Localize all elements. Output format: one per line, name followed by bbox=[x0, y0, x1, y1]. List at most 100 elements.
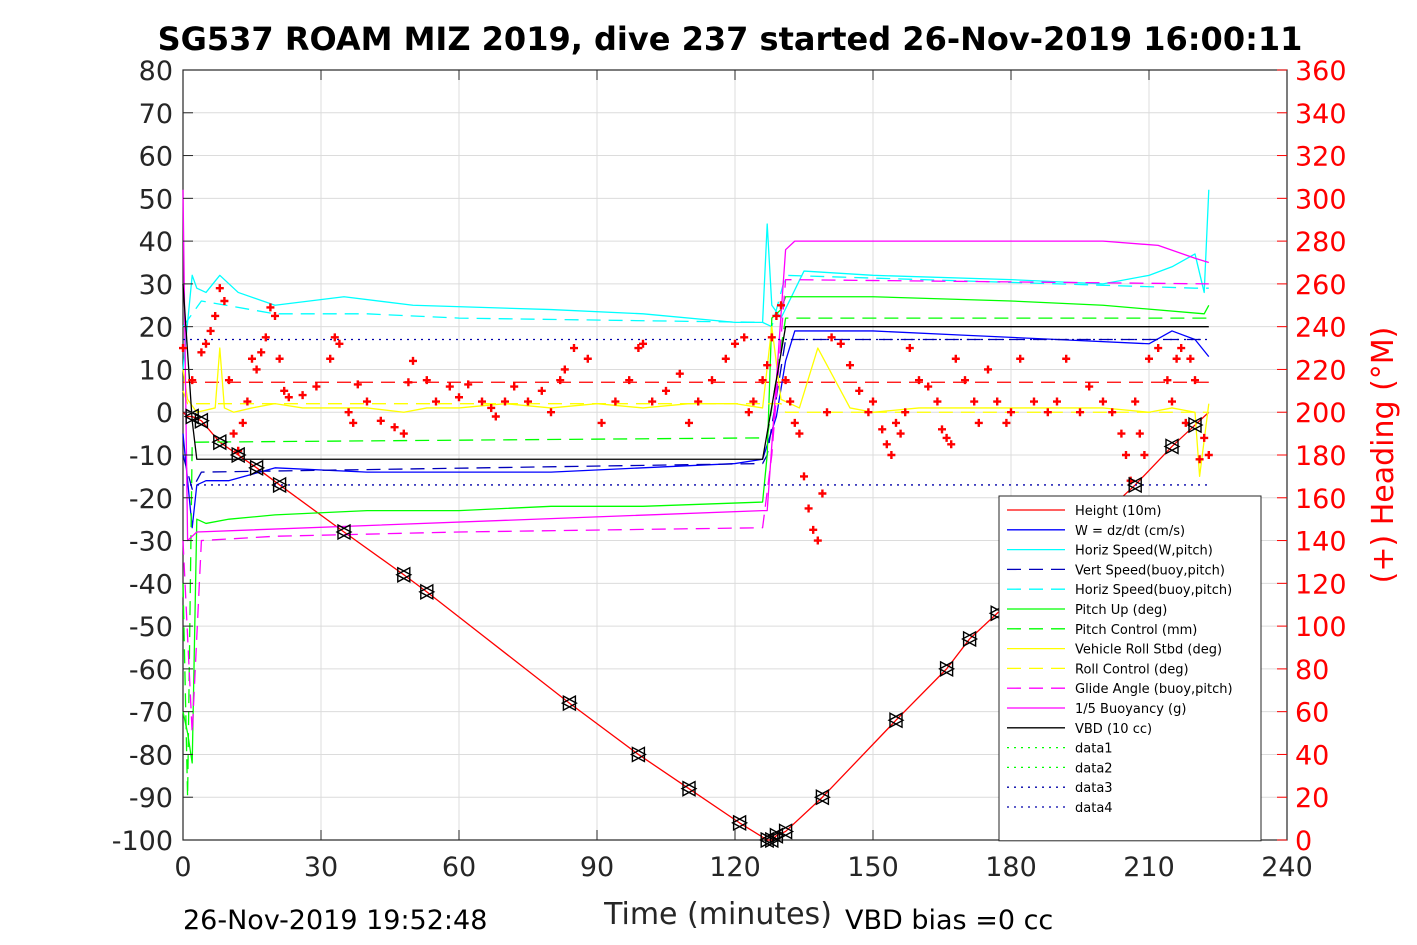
heading-point bbox=[827, 333, 836, 342]
heading-point bbox=[560, 365, 569, 374]
heading-point bbox=[662, 386, 670, 395]
x-tick-label: 180 bbox=[985, 852, 1037, 883]
heading-point bbox=[951, 354, 960, 363]
right-tick-label: 0 bbox=[1295, 826, 1312, 857]
height-marker bbox=[229, 446, 245, 464]
heading-point bbox=[597, 418, 606, 427]
heading-point bbox=[330, 333, 339, 342]
height-marker bbox=[1163, 438, 1179, 455]
heading-point bbox=[390, 423, 399, 432]
heading-point bbox=[1191, 376, 1199, 385]
heading-point bbox=[284, 393, 293, 402]
legend-label: Horiz Speed(W,pitch) bbox=[1075, 544, 1213, 559]
heading-point bbox=[1168, 397, 1176, 406]
heading-point bbox=[1186, 354, 1195, 363]
heading-point bbox=[1172, 354, 1181, 363]
y-tick-label: -80 bbox=[129, 740, 173, 771]
heading-point bbox=[583, 354, 592, 363]
height-marker bbox=[731, 814, 747, 832]
right-tick-label: 200 bbox=[1295, 398, 1347, 429]
heading-point bbox=[261, 333, 270, 342]
height-marker bbox=[629, 746, 646, 763]
right-tick-label: 260 bbox=[1295, 270, 1347, 301]
heading-point bbox=[901, 408, 910, 417]
heading-point bbox=[510, 382, 519, 391]
heading-point bbox=[570, 344, 578, 353]
right-tick-label: 180 bbox=[1295, 441, 1347, 472]
right-tick-label: 100 bbox=[1295, 612, 1347, 643]
heading-point bbox=[491, 412, 500, 421]
series-line-4 bbox=[182, 274, 1209, 328]
heading-point bbox=[694, 397, 703, 406]
height-marker bbox=[183, 408, 199, 425]
heading-point bbox=[942, 433, 951, 442]
series-line-6 bbox=[182, 317, 1209, 798]
heading-point bbox=[767, 333, 776, 342]
series-line-8 bbox=[182, 390, 1209, 413]
heading-point bbox=[836, 339, 845, 348]
heading-point bbox=[749, 397, 758, 406]
height-marker bbox=[418, 583, 434, 601]
right-tick-label: 60 bbox=[1295, 698, 1329, 729]
heading-point bbox=[229, 429, 238, 438]
heading-point bbox=[1117, 429, 1126, 438]
height-marker bbox=[560, 694, 577, 712]
legend-label: Horiz Speed(buoy,pitch) bbox=[1075, 583, 1232, 598]
legend-label: data3 bbox=[1075, 781, 1113, 796]
heading-point bbox=[744, 408, 753, 417]
heading-point bbox=[781, 376, 790, 385]
heading-point bbox=[220, 297, 229, 305]
right-tick-label: 140 bbox=[1295, 527, 1347, 558]
heading-point bbox=[1043, 408, 1052, 417]
heading-point bbox=[740, 333, 749, 342]
legend-label: 1/5 Buoyancy (g) bbox=[1075, 702, 1186, 717]
right-tick-label: 360 bbox=[1295, 56, 1347, 87]
heading-point bbox=[878, 425, 887, 434]
heading-point bbox=[271, 311, 279, 320]
height-marker bbox=[395, 566, 411, 583]
legend-label: Glide Angle (buoy,pitch) bbox=[1075, 682, 1233, 697]
heading-point bbox=[547, 408, 555, 417]
heading-point bbox=[464, 380, 473, 389]
x-tick-label: 30 bbox=[304, 852, 338, 883]
heading-point bbox=[763, 361, 772, 370]
x-tick-label: 150 bbox=[847, 852, 899, 883]
y-tick-label: 0 bbox=[156, 398, 173, 429]
y-tick-label: 60 bbox=[139, 142, 173, 173]
series-line-11 bbox=[182, 283, 1209, 460]
heading-point bbox=[1140, 451, 1149, 459]
heading-point bbox=[202, 339, 210, 348]
x-tick-label: 60 bbox=[442, 852, 476, 883]
heading-point bbox=[855, 386, 864, 395]
heading-point bbox=[786, 397, 795, 406]
legend-label: Roll Control (deg) bbox=[1075, 662, 1189, 677]
heading-point bbox=[376, 416, 385, 425]
heading-point bbox=[611, 397, 620, 406]
heading-point bbox=[809, 525, 818, 534]
series-line-0 bbox=[182, 411, 1210, 841]
heading-point bbox=[1131, 397, 1140, 406]
y-tick-label: 50 bbox=[139, 184, 173, 215]
heading-point bbox=[409, 356, 417, 365]
heading-point bbox=[993, 397, 1002, 406]
height-marker bbox=[248, 459, 264, 477]
heading-point bbox=[1030, 397, 1038, 406]
heading-point bbox=[335, 339, 344, 348]
heading-point bbox=[772, 311, 781, 320]
heading-point bbox=[399, 429, 408, 438]
y-tick-label: 20 bbox=[139, 313, 173, 344]
chart-title: SG537 ROAM MIZ 2019, dive 237 started 26… bbox=[158, 20, 1303, 58]
heading-point bbox=[984, 365, 992, 374]
y-tick-label: -10 bbox=[129, 441, 173, 472]
heading-point bbox=[275, 354, 284, 363]
heading-point bbox=[1099, 397, 1107, 406]
heading-point bbox=[675, 369, 684, 378]
heading-point bbox=[708, 376, 716, 385]
heading-point bbox=[915, 376, 923, 385]
heading-point bbox=[800, 472, 808, 481]
heading-point bbox=[1122, 451, 1130, 459]
heading-point bbox=[206, 326, 215, 335]
heading-point bbox=[524, 397, 532, 406]
heading-point bbox=[882, 440, 891, 449]
